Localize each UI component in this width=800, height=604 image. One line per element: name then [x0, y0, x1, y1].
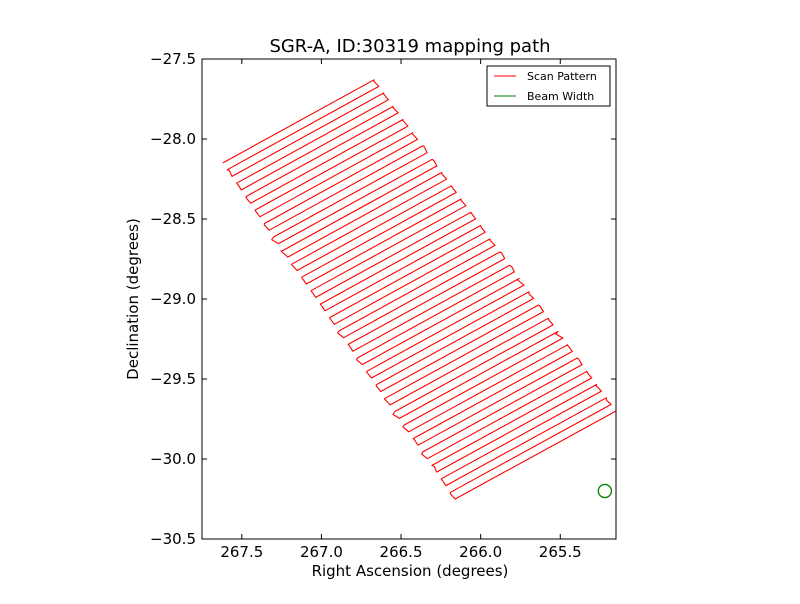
- x-tick-label: 266.0: [459, 543, 502, 561]
- y-tick-label: −28.0: [150, 130, 196, 148]
- beam-width-circle: [597, 483, 613, 499]
- y-tick-label: −30.0: [150, 450, 196, 468]
- chart-title: SGR-A, ID:30319 mapping path: [269, 36, 550, 57]
- y-axis-label: Declination (degrees): [124, 218, 142, 380]
- x-tick-label: 267.5: [220, 543, 263, 561]
- y-tick-label: −29.0: [150, 290, 196, 308]
- x-tick-label: 267.0: [300, 543, 343, 561]
- y-tick-label: −30.5: [150, 530, 196, 548]
- legend-scan-label: Scan Pattern: [527, 70, 597, 83]
- scan-pattern-line: [222, 79, 616, 500]
- legend-beam-label: Beam Width: [527, 90, 594, 103]
- x-tick-label: 266.5: [380, 543, 423, 561]
- x-tick-label: 265.5: [539, 543, 582, 561]
- y-tick-label: −29.5: [150, 370, 196, 388]
- x-axis-label: Right Ascension (degrees): [312, 562, 509, 580]
- y-tick-label: −27.5: [150, 50, 196, 68]
- y-tick-label: −28.5: [150, 210, 196, 228]
- legend-box: [486, 65, 611, 107]
- legend: Scan Pattern Beam Width: [486, 65, 611, 107]
